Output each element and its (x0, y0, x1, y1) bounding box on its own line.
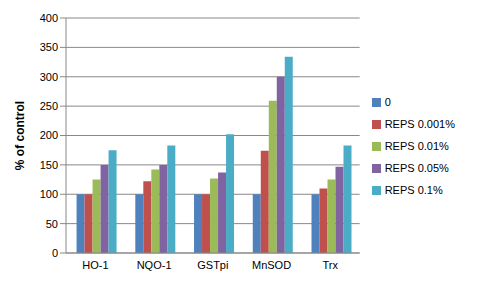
html-text:REPS 0.1%: REPS 0.1% (384, 183, 443, 196)
svg-text:100: 100 (40, 188, 58, 200)
svg-text:GSTpi: GSTpi (197, 259, 228, 271)
svg-text:HO-1: HO-1 (82, 259, 108, 271)
svg-text:MnSOD: MnSOD (252, 259, 291, 271)
svg-text:150: 150 (40, 159, 58, 171)
svg-text:200: 200 (40, 129, 58, 141)
svg-text:400: 400 (40, 12, 58, 24)
html-text:REPS 0.05%: REPS 0.05% (384, 161, 449, 174)
svg-text:NQO-1: NQO-1 (137, 259, 172, 271)
html-text:0: 0 (384, 95, 391, 108)
html-text:REPS 0.01%: REPS 0.01% (384, 139, 449, 152)
svg-text:350: 350 (40, 41, 58, 53)
svg-text:50: 50 (46, 218, 58, 230)
svg-text:300: 300 (40, 71, 58, 83)
svg-text:% of control: % of control (13, 101, 27, 170)
html-text:REPS 0.001%: REPS 0.001% (384, 117, 455, 130)
svg-text:Trx: Trx (323, 259, 339, 271)
svg-text:250: 250 (40, 100, 58, 112)
svg-text:0: 0 (52, 247, 58, 259)
